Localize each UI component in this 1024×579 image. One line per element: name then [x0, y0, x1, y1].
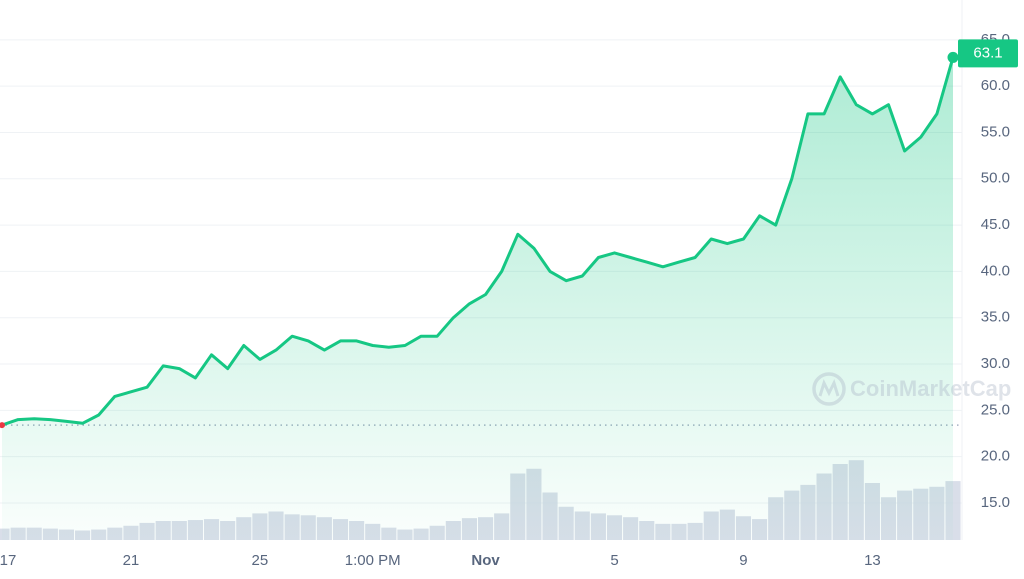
y-tick-label: 50.0	[981, 170, 1010, 187]
x-tick-label: 9	[739, 552, 747, 569]
x-tick-label: 21	[123, 552, 140, 569]
watermark-text: CoinMarketCap	[850, 376, 1011, 401]
price-line	[1, 56, 955, 427]
y-tick-label: 20.0	[981, 448, 1010, 465]
y-tick-label: 55.0	[981, 123, 1010, 140]
y-tick-label: 45.0	[981, 216, 1010, 233]
end-dot	[947, 51, 959, 63]
y-tick-label: 30.0	[981, 355, 1010, 372]
y-tick-label: 25.0	[981, 401, 1010, 418]
x-tick-label: 5	[610, 552, 618, 569]
watermark: CoinMarketCap	[812, 372, 1011, 406]
x-tick-label: 17	[0, 552, 16, 569]
start-dot	[0, 422, 5, 429]
x-tick-label: 25	[252, 552, 269, 569]
y-tick-label: 15.0	[981, 494, 1010, 511]
price-tag-label: 63.1	[973, 44, 1002, 61]
price-area	[2, 57, 953, 541]
y-tick-label: 40.0	[981, 262, 1010, 279]
x-tick-label: Nov	[471, 552, 500, 569]
x-tick-label: 1:00 PM	[345, 552, 401, 569]
x-tick-label: 13	[864, 552, 881, 569]
price-tag	[958, 39, 1018, 68]
y-tick-label: 60.0	[981, 77, 1010, 94]
y-tick-label: 35.0	[981, 309, 1010, 326]
